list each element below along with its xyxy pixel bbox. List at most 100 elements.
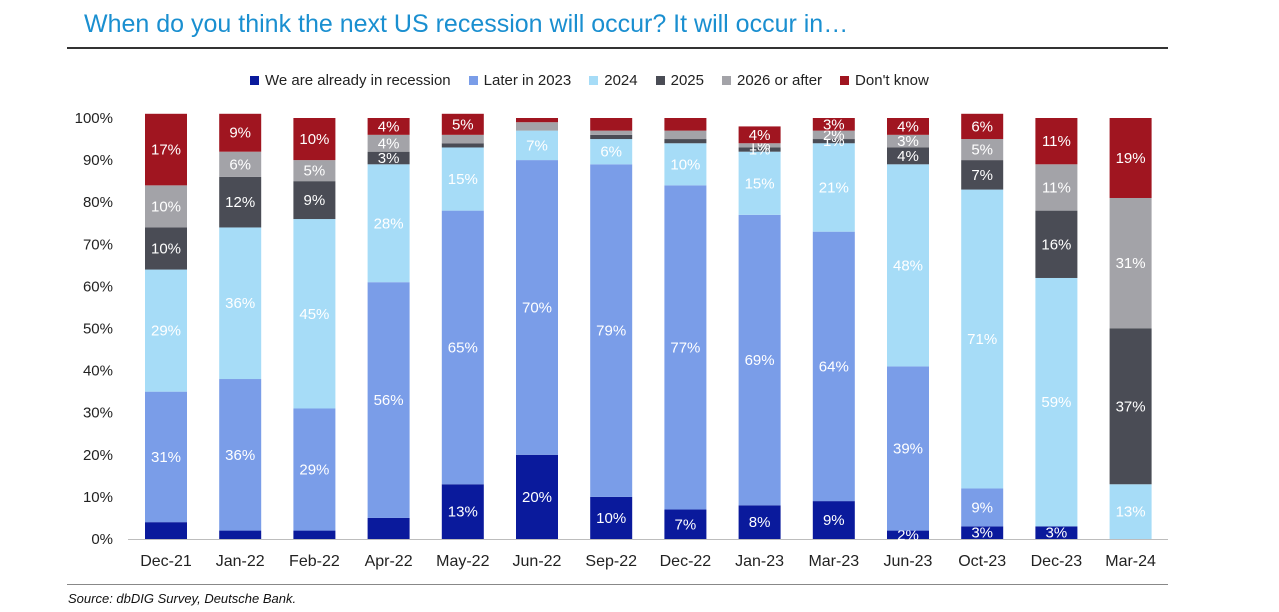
bar-data-label: 48%: [893, 257, 923, 274]
bar-segment: [293, 181, 336, 220]
bar-data-label: 10%: [299, 131, 329, 148]
y-tick-label: 20%: [83, 447, 113, 464]
y-tick-label: 60%: [83, 278, 113, 295]
bar-segment: [516, 130, 558, 161]
bar-segment: [887, 366, 929, 531]
bar-data-label: 29%: [151, 323, 181, 340]
legend-item: 2026 or after: [721, 72, 823, 89]
bar-segment: [367, 151, 410, 165]
legend-swatch: [655, 76, 665, 85]
bar-segment: [219, 176, 262, 228]
y-tick-label: 50%: [83, 321, 113, 338]
bar-segment: [367, 282, 410, 518]
bar-data-label: 45%: [299, 306, 329, 323]
bar-segment: [887, 530, 929, 539]
bar-segment: [516, 160, 558, 455]
bar-segment: [738, 147, 781, 152]
bar-data-label: 3%: [897, 133, 919, 150]
bar-segment: [516, 118, 558, 123]
bar-segment: [145, 391, 187, 523]
bar-data-label: 9%: [823, 512, 845, 529]
bar-segment: [664, 509, 707, 539]
bar-segment: [590, 139, 633, 165]
x-tick-label: Mar-23: [808, 553, 859, 570]
bar-segment: [145, 522, 187, 539]
bar-segment: [1109, 328, 1152, 485]
bar-segment: [738, 505, 781, 539]
bar-segment: [145, 269, 187, 392]
bar-data-label: 19%: [1116, 150, 1146, 167]
bar-data-label: 3%: [378, 150, 400, 167]
bar-segment: [590, 134, 633, 140]
y-tick-label: 80%: [83, 194, 113, 211]
legend-label: Later in 2023: [483, 72, 572, 89]
bar-segment: [293, 219, 336, 409]
bar-segment: [590, 118, 633, 131]
bar-segment: [1035, 526, 1078, 539]
bar-data-label: 6%: [600, 144, 622, 161]
bar-segment: [590, 130, 633, 135]
legend-item: Later in 2023: [468, 72, 572, 89]
bar-data-label: 4%: [897, 148, 919, 165]
x-tick-label: Dec-22: [660, 553, 712, 570]
bar-data-label: 13%: [1116, 504, 1146, 521]
bar-data-label: 15%: [745, 175, 775, 192]
bar-data-label: 7%: [971, 167, 993, 184]
legend-swatch: [589, 76, 599, 85]
bar-data-label: 37%: [1116, 398, 1146, 415]
bar-data-label: 13%: [448, 504, 478, 521]
bar-data-label: 3%: [823, 116, 845, 133]
bar-data-label: 5%: [452, 116, 474, 133]
x-tick-label: Feb-22: [289, 553, 340, 570]
bar-data-label: 65%: [448, 339, 478, 356]
legend-label: 2026 or after: [736, 72, 823, 89]
bar-data-label: 8%: [749, 514, 771, 531]
bar-data-label: 10%: [670, 156, 700, 173]
bar-segment: [516, 122, 558, 131]
bar-segment: [738, 143, 781, 148]
bar-segment: [293, 160, 336, 182]
y-tick-label: 100%: [75, 110, 113, 127]
x-tick-label: May-22: [436, 553, 489, 570]
y-tick-label: 30%: [83, 405, 113, 422]
bar-data-label: 3%: [971, 525, 993, 542]
bar-data-label: 10%: [596, 510, 626, 527]
legend-label: Don't know: [855, 72, 929, 89]
bar-segment: [664, 185, 707, 510]
x-tick-label: Dec-23: [1031, 553, 1083, 570]
bar-segment: [441, 484, 484, 539]
bar-data-label: 36%: [225, 295, 255, 312]
bar-data-label: 28%: [374, 215, 404, 232]
bar-segment: [1035, 277, 1078, 527]
x-tick-label: Apr-22: [365, 553, 413, 570]
legend-label: 2024: [604, 72, 638, 89]
x-tick-label: Jan-23: [735, 553, 784, 570]
legend-swatch: [721, 76, 731, 85]
bar-data-label: 5%: [304, 163, 326, 180]
bar-data-label: 21%: [819, 179, 849, 196]
bar-data-label: 4%: [749, 127, 771, 144]
title-underline: [67, 47, 1168, 49]
bar-segment: [219, 379, 262, 531]
bar-data-label: 7%: [526, 137, 548, 154]
y-tick-label: 0%: [91, 531, 113, 548]
bar-segment: [961, 113, 1004, 140]
bar-data-label: 11%: [1042, 179, 1071, 196]
bar-segment: [219, 530, 262, 539]
bar-segment: [441, 143, 484, 148]
bar-data-label: 20%: [522, 489, 552, 506]
bar-segment: [1109, 197, 1152, 329]
bar-segment: [664, 139, 707, 144]
x-tick-label: Oct-23: [958, 553, 1006, 570]
bar-data-label: 10%: [151, 198, 181, 215]
bar-segment: [961, 189, 1004, 489]
bar-segment: [738, 126, 781, 144]
bar-segment: [812, 231, 855, 502]
bar-data-label: 4%: [378, 135, 400, 152]
y-tick-label: 40%: [83, 363, 113, 380]
legend-item: 2025: [655, 72, 704, 89]
bar-segment: [812, 143, 855, 232]
bar-segment: [441, 134, 484, 144]
bar-segment: [812, 139, 855, 144]
